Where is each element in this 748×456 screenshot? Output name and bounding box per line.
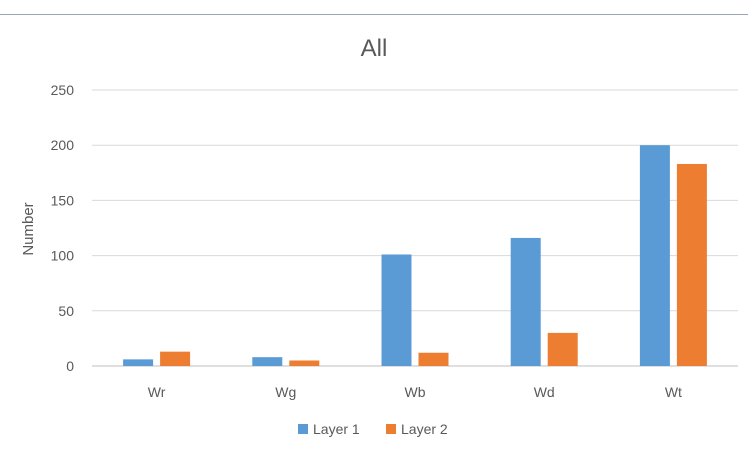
- legend-label-layer-1: Layer 1: [313, 421, 360, 437]
- y-tick-label: 250: [51, 82, 75, 98]
- bar-wd-layer-2: [547, 332, 578, 366]
- x-tick-label: Wd: [534, 384, 555, 400]
- x-tick-labels: Wr Wg Wb Wd Wt: [148, 384, 682, 400]
- top-border: [0, 14, 748, 15]
- y-tick-label: 100: [51, 248, 75, 264]
- bars: [123, 145, 707, 366]
- legend-swatch-layer-2: [386, 424, 396, 434]
- bar-wg-layer-2: [289, 360, 320, 366]
- bar-wb-layer-2: [418, 352, 449, 366]
- bar-wb-layer-1: [381, 254, 412, 366]
- bar-wt-layer-1: [639, 145, 670, 366]
- chart-title: All: [361, 35, 388, 62]
- y-axis-label: Number: [20, 202, 37, 255]
- legend-label-layer-2: Layer 2: [401, 421, 448, 437]
- bar-wr-layer-1: [123, 359, 154, 366]
- y-tick-label: 50: [58, 303, 74, 319]
- legend-swatch-layer-1: [298, 424, 308, 434]
- bar-wd-layer-1: [510, 237, 541, 366]
- y-tick-label: 0: [66, 358, 74, 374]
- x-tick-label: Wg: [275, 384, 296, 400]
- x-tick-label: Wt: [665, 384, 682, 400]
- bar-wg-layer-1: [252, 357, 283, 366]
- y-tick-label: 200: [51, 137, 75, 153]
- x-tick-label: Wb: [405, 384, 426, 400]
- bar-wr-layer-2: [160, 351, 191, 366]
- y-tick-labels: 0 50 100 150 200 250: [51, 82, 75, 374]
- gridlines: [92, 89, 738, 367]
- legend: Layer 1 Layer 2: [298, 421, 448, 437]
- x-tick-label: Wr: [148, 384, 166, 400]
- bar-wt-layer-2: [676, 163, 707, 366]
- y-tick-label: 150: [51, 192, 75, 208]
